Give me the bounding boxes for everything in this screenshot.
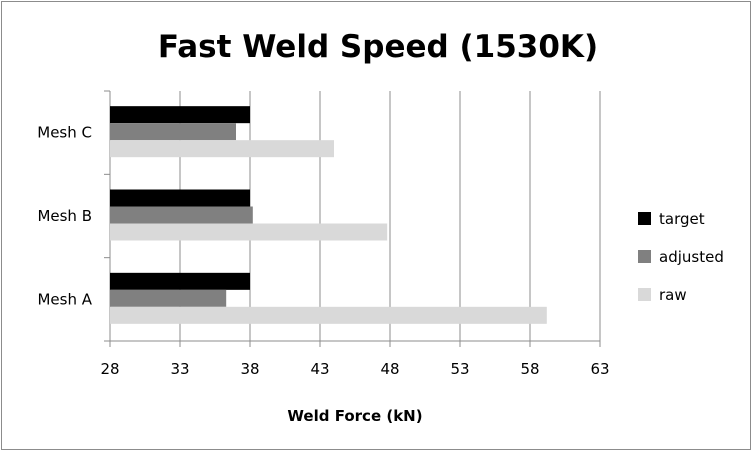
bar-raw [110, 306, 547, 324]
bar-raw [110, 140, 334, 158]
x-tick-label: 28 [100, 360, 119, 378]
x-tick-label: 48 [380, 360, 399, 378]
legend-label-target: target [659, 210, 705, 228]
bar-target [110, 106, 250, 124]
bar-adjusted [110, 206, 253, 224]
legend-label-adjusted: adjusted [659, 248, 724, 266]
x-tick-label: 38 [240, 360, 259, 378]
legend-swatch-target [638, 212, 651, 225]
x-tick-label: 53 [450, 360, 469, 378]
legend: target adjusted raw [638, 210, 724, 304]
x-tick-label: 43 [310, 360, 329, 378]
y-tick-label: Mesh A [37, 290, 92, 308]
bar-adjusted [110, 123, 236, 141]
x-tick-label: 33 [170, 360, 189, 378]
legend-swatch-raw [638, 288, 651, 301]
bar-raw [110, 223, 388, 241]
chart-title: Fast Weld Speed (1530K) [158, 29, 598, 65]
gridlines [179, 91, 601, 341]
y-tick-label: Mesh B [37, 207, 92, 225]
bar-adjusted [110, 289, 227, 307]
bars [110, 106, 547, 324]
x-axis-title: Weld Force (kN) [287, 407, 422, 425]
legend-label-raw: raw [659, 286, 687, 304]
y-tick-label: Mesh C [37, 124, 92, 142]
bar-target [110, 272, 250, 290]
bar-target [110, 189, 250, 207]
tick-labels: 28 33 38 43 48 53 58 63 Mesh A Mesh B Mesh C [37, 124, 609, 378]
legend-swatch-adjusted [638, 250, 651, 263]
x-tick-label: 58 [520, 360, 539, 378]
x-tick-label: 63 [590, 360, 609, 378]
